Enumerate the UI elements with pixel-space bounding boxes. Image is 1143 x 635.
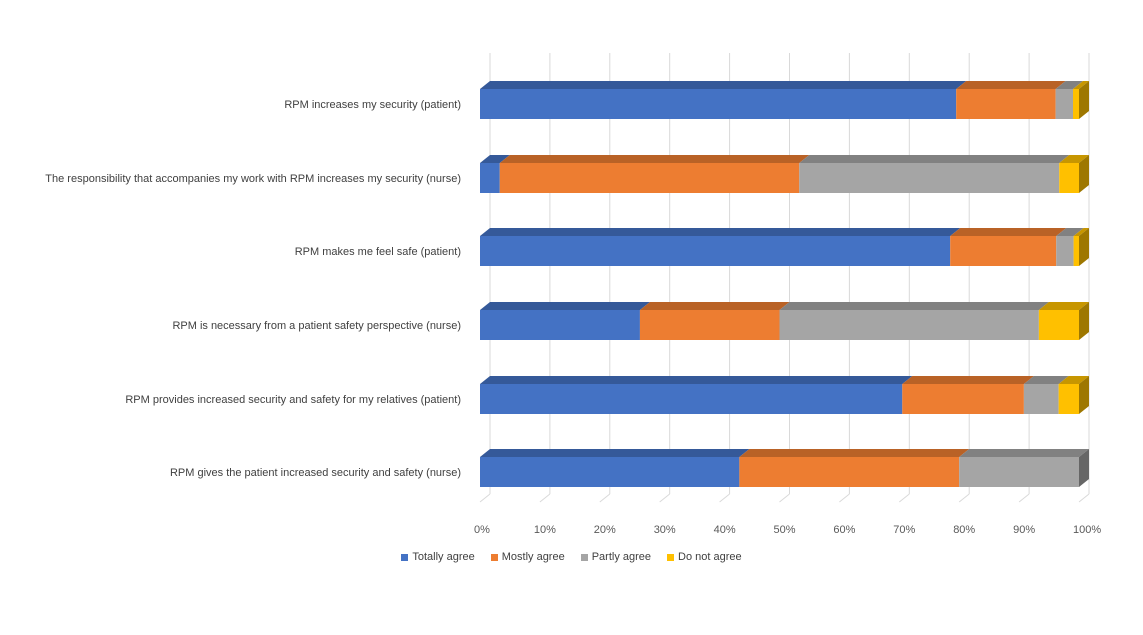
bar-top: [480, 302, 650, 310]
bar-segment: [480, 163, 500, 193]
bar-segment: [499, 163, 800, 193]
bar-segment: [1056, 236, 1074, 266]
legend-item: Do not agree: [667, 551, 742, 563]
legend: Totally agree Mostly agree Partly agree Do …: [0, 551, 1143, 563]
bar-top: [799, 155, 1070, 163]
bar-top: [639, 302, 790, 310]
bar-segment: [739, 457, 960, 487]
bar-segment: [959, 457, 1079, 487]
bar-top: [499, 155, 810, 163]
bar-segment: [1059, 163, 1079, 193]
x-tick-label: 90%: [1013, 524, 1035, 536]
legend-swatch: [490, 553, 498, 561]
bar-side: [1079, 155, 1089, 193]
gridline-floor: [1078, 493, 1090, 503]
x-tick-label: 10%: [534, 524, 556, 536]
bar-top: [1023, 376, 1069, 384]
bar-top: [1073, 81, 1089, 89]
bar-top: [480, 449, 750, 457]
gridline-floor: [898, 493, 910, 503]
legend-label: Totally agree: [412, 551, 475, 563]
legend-label: Mostly agree: [501, 551, 565, 563]
x-tick-label: 20%: [594, 524, 616, 536]
x-tick-label: 70%: [893, 524, 915, 536]
bar-segment: [1073, 89, 1079, 119]
bar-top: [1055, 81, 1084, 89]
legend-swatch: [580, 553, 588, 561]
bar-segment: [480, 310, 640, 340]
legend-swatch: [667, 553, 675, 561]
bar-segment: [1055, 89, 1074, 119]
bar-segment: [639, 310, 780, 340]
legend-swatch: [401, 553, 409, 561]
bar-segment: [1073, 236, 1079, 266]
gridline-floor: [958, 493, 970, 503]
gridline-floor: [1018, 493, 1030, 503]
bar-side: [1079, 81, 1089, 119]
category-label: The responsibility that accompanies my w…: [45, 173, 461, 185]
bar-segment: [902, 384, 1024, 414]
bar-segment: [779, 310, 1039, 340]
bar-top: [902, 376, 1034, 384]
bar-top: [956, 81, 1066, 89]
bar-top: [480, 228, 961, 236]
bar-top: [1073, 228, 1089, 236]
category-label: RPM makes me feel safe (patient): [295, 246, 461, 258]
bar-top: [1038, 302, 1089, 310]
bar-top: [1056, 228, 1084, 236]
bar-side: [1079, 228, 1089, 266]
bar-segment: [956, 89, 1056, 119]
bar-segment: [480, 89, 957, 119]
bar-side: [1079, 302, 1089, 340]
gridline-floor: [479, 493, 491, 503]
legend-item: Partly agree: [580, 551, 652, 563]
gridline-floor: [719, 493, 730, 503]
gridline-floor: [539, 493, 551, 503]
x-tick-label: 30%: [654, 524, 676, 536]
bar-segment: [1038, 310, 1079, 340]
bar-segment: [799, 163, 1060, 193]
bar-top: [480, 81, 967, 89]
x-axis-tick-labels: 0% 10% 20% 30% 40% 50% 60% 70% 80% 90% 100%: [474, 524, 1101, 536]
category-label: RPM is necessary from a patient safety p…: [172, 320, 461, 332]
gridlines: [479, 53, 1090, 503]
bar-top: [950, 228, 1067, 236]
bar-segment: [480, 457, 740, 487]
bar-top: [480, 155, 510, 163]
bar-top: [1058, 376, 1089, 384]
bar-top: [779, 302, 1049, 310]
bars: [480, 81, 1089, 487]
x-tick-label: 80%: [953, 524, 975, 536]
legend-item: Mostly agree: [490, 551, 565, 563]
category-label: RPM gives the patient increased security…: [170, 467, 461, 479]
category-label: RPM increases my security (patient): [284, 99, 461, 111]
category-label: RPM provides increased security and safe…: [125, 394, 461, 406]
gridline-floor: [779, 493, 790, 503]
bar-segment: [480, 236, 951, 266]
bar-top: [959, 449, 1089, 457]
bar-top: [739, 449, 970, 457]
legend-label: Partly agree: [591, 551, 652, 563]
bar-top: [1059, 155, 1089, 163]
x-tick-label: 100%: [1073, 524, 1101, 536]
bar-segment: [950, 236, 1057, 266]
gridline-floor: [659, 493, 671, 503]
category-labels: RPM increases my security (patient) The r…: [45, 99, 461, 479]
gridline-floor: [599, 493, 611, 503]
legend-label: Do not agree: [678, 551, 742, 563]
bar-top: [480, 376, 913, 384]
bar-segment: [1058, 384, 1079, 414]
x-tick-label: 40%: [714, 524, 736, 536]
bar-segment: [1023, 384, 1059, 414]
bar-segment: [480, 384, 903, 414]
legend-item: Totally agree: [401, 551, 475, 563]
bar-side: [1079, 449, 1089, 487]
bar-side: [1079, 376, 1089, 414]
gridline-floor: [839, 493, 850, 503]
x-tick-label: 60%: [833, 524, 855, 536]
x-tick-label: 0%: [474, 524, 490, 536]
x-tick-label: 50%: [774, 524, 796, 536]
